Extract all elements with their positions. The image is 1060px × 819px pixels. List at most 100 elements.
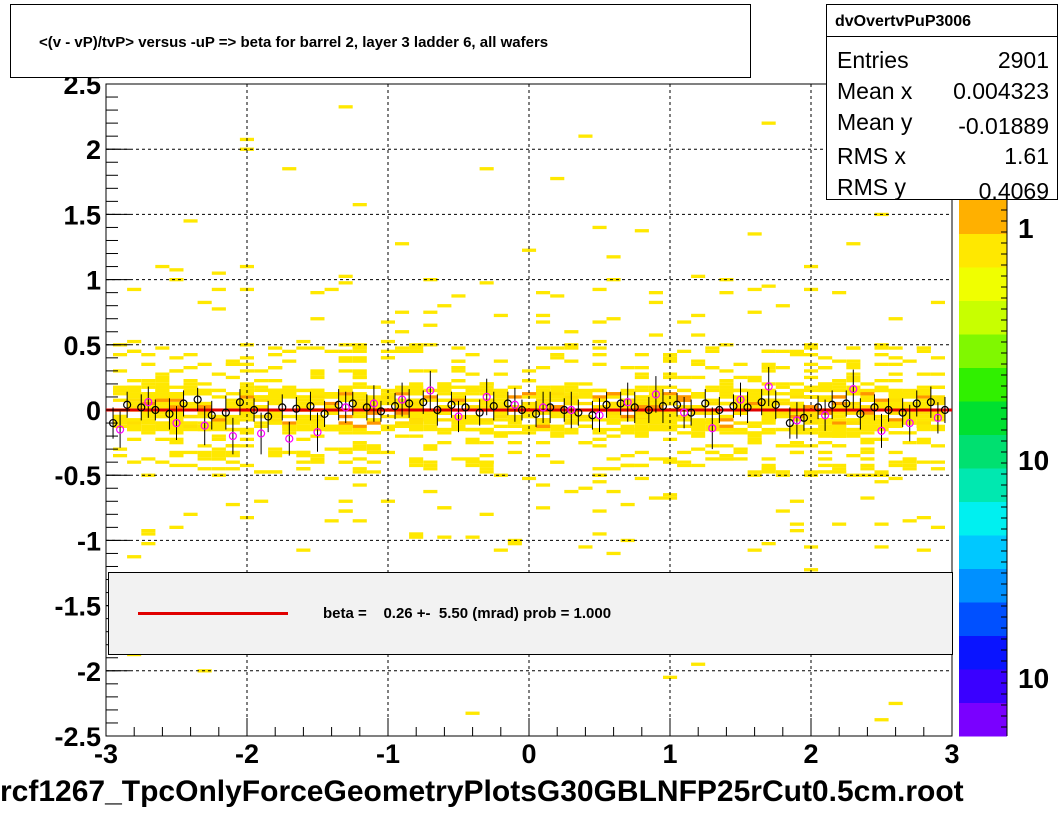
heatmap-cell bbox=[705, 349, 720, 353]
heatmap-cell bbox=[268, 392, 283, 396]
heatmap-cell bbox=[493, 473, 508, 477]
heatmap-cell bbox=[169, 392, 184, 396]
palette-swatch bbox=[959, 602, 1007, 636]
heatmap-cell bbox=[169, 441, 184, 445]
heatmap-cell bbox=[705, 388, 720, 393]
heatmap-cell bbox=[592, 346, 607, 350]
heatmap-cell bbox=[874, 718, 889, 722]
heatmap-cell bbox=[930, 385, 945, 389]
heatmap-cell bbox=[592, 467, 607, 471]
heatmap-cell bbox=[352, 447, 367, 451]
palette-label: 10 bbox=[1018, 445, 1049, 476]
heatmap-cell bbox=[648, 427, 663, 432]
data-point bbox=[137, 403, 146, 412]
heatmap-cell bbox=[211, 427, 226, 432]
heatmap-cell bbox=[268, 447, 283, 451]
heatmap-cell bbox=[409, 392, 424, 396]
heatmap-cell bbox=[183, 382, 198, 386]
heatmap-cell bbox=[225, 467, 240, 471]
heatmap-cell bbox=[493, 418, 508, 422]
heatmap-cell bbox=[634, 372, 649, 376]
heatmap-cell bbox=[705, 385, 720, 389]
heatmap-cell bbox=[677, 375, 692, 380]
heatmap-cell bbox=[437, 506, 452, 510]
data-point bbox=[623, 398, 632, 407]
heatmap-cell bbox=[663, 385, 678, 389]
heatmap-cell bbox=[183, 424, 198, 428]
heatmap-cell bbox=[324, 287, 339, 292]
heatmap-cell bbox=[634, 424, 649, 428]
heatmap-cell bbox=[818, 470, 833, 474]
heatmap-cell bbox=[634, 229, 649, 233]
y-tick-label: 1.5 bbox=[63, 200, 101, 230]
heatmap-cell bbox=[352, 346, 367, 350]
heatmap-cell bbox=[874, 398, 889, 402]
heatmap-cell bbox=[310, 372, 325, 376]
heatmap-cell bbox=[578, 392, 593, 396]
heatmap-cell bbox=[183, 414, 198, 419]
heatmap-cell bbox=[437, 385, 452, 389]
heatmap-cell bbox=[874, 401, 889, 406]
heatmap-cell bbox=[902, 359, 917, 363]
heatmap-cell bbox=[536, 421, 551, 425]
heatmap-cell bbox=[409, 463, 424, 468]
heatmap-cell bbox=[874, 545, 889, 549]
heatmap-cell bbox=[296, 424, 311, 428]
heatmap-cell bbox=[338, 356, 353, 360]
data-point bbox=[320, 409, 329, 419]
heatmap-cell bbox=[479, 421, 494, 425]
heatmap-cell bbox=[846, 434, 861, 438]
heatmap-cell bbox=[451, 398, 466, 402]
heatmap-cell bbox=[592, 395, 607, 399]
heatmap-cell bbox=[465, 392, 480, 396]
heatmap-cell bbox=[860, 411, 875, 415]
heatmap-cell bbox=[916, 411, 931, 415]
heatmap-cell bbox=[465, 353, 480, 357]
heatmap-cell bbox=[493, 359, 508, 363]
heatmap-cell bbox=[155, 395, 170, 399]
heatmap-cell bbox=[409, 346, 424, 350]
heatmap-cell bbox=[113, 388, 128, 393]
heatmap-cell bbox=[169, 454, 184, 458]
heatmap-cell bbox=[155, 382, 170, 386]
heatmap-cell bbox=[211, 434, 226, 438]
stats-value: 1.61 bbox=[1004, 143, 1049, 169]
heatmap-cell bbox=[225, 401, 240, 406]
heatmap-cell bbox=[451, 366, 466, 370]
heatmap-cell bbox=[183, 392, 198, 396]
stats-value: -0.01889 bbox=[958, 113, 1049, 139]
heatmap-cell bbox=[592, 388, 607, 393]
palette-swatch bbox=[959, 233, 1007, 268]
heatmap-cell bbox=[846, 427, 861, 432]
heatmap-cell bbox=[916, 385, 931, 389]
heatmap-cell bbox=[536, 291, 551, 295]
heatmap-cell bbox=[804, 369, 819, 373]
heatmap-cell bbox=[536, 313, 551, 318]
heatmap-cell bbox=[169, 278, 184, 282]
heatmap-cell bbox=[352, 405, 367, 409]
heatmap-cell bbox=[916, 460, 931, 464]
heatmap-cell bbox=[423, 323, 438, 327]
heatmap-cell bbox=[761, 414, 776, 419]
heatmap-cell bbox=[296, 450, 311, 455]
heatmap-cell bbox=[338, 421, 353, 425]
heatmap-cell bbox=[493, 411, 508, 415]
heatmap-cell bbox=[719, 388, 734, 393]
heatmap-cell bbox=[606, 255, 621, 259]
heatmap-cell bbox=[211, 473, 226, 477]
heatmap-cell bbox=[564, 346, 579, 350]
heatmap-cell bbox=[691, 662, 706, 666]
heatmap-cell bbox=[775, 366, 790, 370]
heatmap-cell bbox=[832, 434, 847, 438]
color-palette: 1 10 10 bbox=[959, 200, 1049, 737]
heatmap-cell bbox=[804, 568, 819, 572]
heatmap-cell bbox=[239, 356, 254, 360]
heatmap-cell bbox=[832, 522, 847, 526]
heatmap-cell bbox=[789, 349, 804, 353]
heatmap-cell bbox=[451, 395, 466, 399]
heatmap-cell bbox=[211, 450, 226, 455]
heatmap-cell bbox=[860, 398, 875, 402]
heatmap-cell bbox=[197, 388, 212, 393]
data-point bbox=[426, 386, 435, 395]
heatmap-cell bbox=[832, 470, 847, 474]
